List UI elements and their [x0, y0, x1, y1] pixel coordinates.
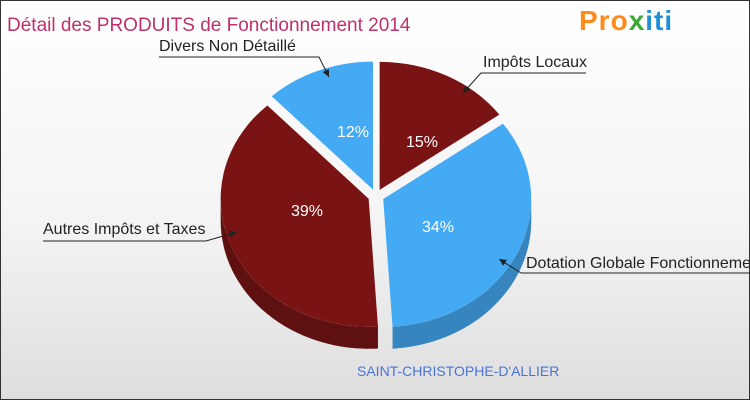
leader-arrow: [322, 69, 329, 77]
pie-slice-2[interactable]: [220, 105, 378, 327]
leader-line: [462, 72, 586, 94]
leader-line: [43, 231, 238, 242]
city-name: SAINT-CHRISTOPHE-D'ALLIER: [357, 363, 560, 379]
leader-arrow: [229, 230, 237, 238]
slice-percent-label: 39%: [291, 203, 323, 220]
leader-lines: [43, 56, 749, 274]
logo-part-3: iti: [645, 5, 674, 36]
slice-category-label: Impôts Locaux: [483, 54, 587, 71]
slice-percent-label: 34%: [422, 219, 454, 236]
slice-category-label: Divers Non Détaillé: [159, 38, 296, 55]
leader-line: [159, 56, 330, 78]
leader-arrow: [499, 259, 507, 266]
pie-slice-side-1: [392, 198, 532, 349]
pie-slices: [220, 61, 532, 349]
slice-percent-label: 15%: [406, 134, 438, 151]
pie-slice-side-2: [220, 198, 378, 349]
leader-line: [498, 258, 749, 274]
slice-category-label: Dotation Globale Fonctionnement: [526, 255, 749, 272]
pie-slice-0[interactable]: [379, 61, 500, 190]
logo-part-2: x: [628, 5, 646, 36]
logo-part-1: Pro: [579, 5, 629, 36]
slice-category-label: Autres Impôts et Taxes: [43, 221, 205, 238]
slice-labels: 15% 34% 39% 12% Impôts Locaux Dotation Global…: [43, 38, 749, 272]
chart-title: Détail des PRODUITS de Fonctionnement 20…: [7, 15, 411, 36]
slice-percent-label: 12%: [337, 124, 369, 141]
pie-slice-3[interactable]: [271, 61, 374, 190]
pie-slice-1[interactable]: [383, 123, 532, 327]
leader-arrow: [463, 85, 471, 93]
proxiti-logo[interactable]: Proxiti: [579, 5, 673, 37]
